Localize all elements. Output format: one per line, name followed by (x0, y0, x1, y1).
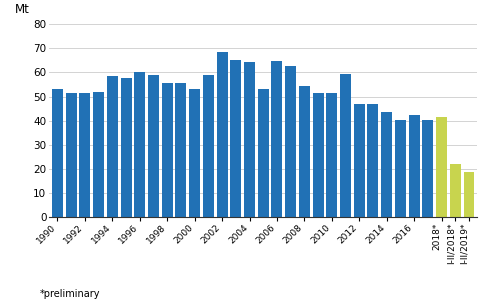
Bar (107, 76, 118, 217)
Bar (450, 164, 461, 217)
Bar (340, 74, 351, 217)
Bar (272, 61, 282, 217)
Bar (93, 92, 104, 217)
Bar (258, 89, 269, 217)
Bar (216, 52, 228, 217)
Bar (436, 117, 447, 217)
Bar (463, 172, 474, 217)
Bar (409, 115, 420, 217)
Bar (244, 62, 255, 217)
Bar (381, 112, 392, 217)
Bar (326, 93, 338, 217)
Bar (162, 83, 173, 217)
Bar (121, 78, 131, 217)
Bar (176, 83, 186, 217)
Bar (285, 66, 296, 217)
Text: Mt: Mt (15, 3, 30, 16)
Bar (79, 94, 91, 217)
Bar (354, 104, 365, 217)
Bar (312, 93, 324, 217)
Bar (230, 60, 241, 217)
Bar (148, 76, 159, 217)
Bar (368, 104, 378, 217)
Bar (395, 120, 406, 217)
Bar (52, 89, 63, 217)
Bar (189, 89, 200, 217)
Text: *preliminary: *preliminary (39, 289, 100, 299)
Bar (203, 76, 214, 217)
Bar (299, 86, 310, 217)
Bar (422, 120, 433, 217)
Bar (134, 72, 145, 217)
Bar (65, 93, 77, 217)
